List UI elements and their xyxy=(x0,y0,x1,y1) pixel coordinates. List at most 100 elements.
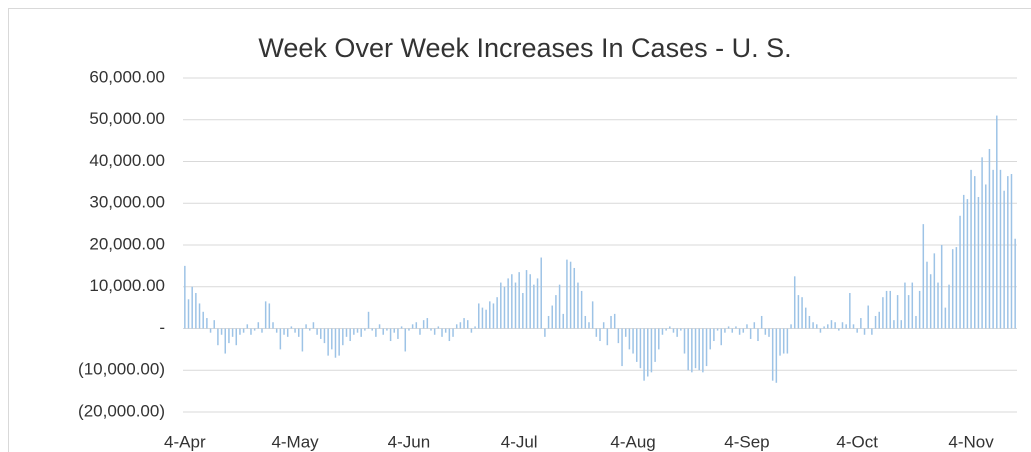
bar xyxy=(522,293,524,329)
bar xyxy=(470,328,473,333)
bar xyxy=(1007,176,1009,329)
bar xyxy=(360,328,362,337)
bar xyxy=(694,328,697,369)
bar xyxy=(580,290,583,329)
bar xyxy=(342,328,344,346)
bar xyxy=(915,315,917,329)
bar xyxy=(459,322,462,329)
bar xyxy=(808,315,811,329)
bar xyxy=(448,328,451,342)
bar xyxy=(283,328,285,335)
bar xyxy=(742,328,745,333)
bar xyxy=(305,324,307,329)
bar xyxy=(937,282,939,329)
bar xyxy=(235,328,238,346)
bar xyxy=(507,278,509,329)
bar xyxy=(242,328,245,333)
bar xyxy=(757,328,759,342)
bar xyxy=(999,169,1002,329)
bar xyxy=(452,328,454,337)
bar xyxy=(852,324,855,329)
bar xyxy=(647,328,649,377)
bar xyxy=(441,328,443,337)
y-tick-label: - xyxy=(159,318,165,337)
y-tick-label: 60,000.00 xyxy=(89,67,165,86)
bar xyxy=(933,253,936,329)
bar xyxy=(698,328,700,371)
bar xyxy=(922,224,925,329)
bar xyxy=(312,322,315,329)
bar xyxy=(610,315,612,329)
bar xyxy=(966,199,969,329)
bar xyxy=(562,313,565,329)
bar xyxy=(334,328,337,358)
bar xyxy=(411,324,414,329)
bar xyxy=(628,328,631,350)
bar xyxy=(547,315,550,329)
bar xyxy=(977,196,980,329)
bar xyxy=(264,301,267,329)
bar xyxy=(503,286,506,329)
bar xyxy=(992,169,994,329)
bar xyxy=(973,176,976,329)
bar xyxy=(680,328,682,331)
y-tick-label: 20,000.00 xyxy=(89,234,165,253)
bar xyxy=(393,328,396,333)
bar xyxy=(331,328,333,350)
bar xyxy=(466,320,469,329)
bar xyxy=(816,324,818,329)
bar xyxy=(309,328,311,331)
bar xyxy=(320,328,322,339)
bar xyxy=(672,328,675,333)
bar xyxy=(713,328,715,342)
bar xyxy=(569,261,572,329)
y-tick-label: 40,000.00 xyxy=(89,151,165,170)
bar xyxy=(272,322,274,329)
bar xyxy=(863,328,866,335)
bar xyxy=(250,328,252,335)
bar xyxy=(632,328,634,354)
bar xyxy=(907,295,910,329)
bar xyxy=(687,328,689,371)
bar xyxy=(529,274,531,329)
bar xyxy=(573,267,576,329)
bar xyxy=(500,282,502,329)
bar xyxy=(635,328,638,362)
bar xyxy=(430,328,432,331)
bar xyxy=(658,328,660,350)
bar xyxy=(749,328,752,339)
bar xyxy=(860,318,862,329)
bar xyxy=(371,328,373,331)
bar xyxy=(419,328,421,335)
bar xyxy=(511,274,513,329)
bar xyxy=(408,328,410,331)
bar xyxy=(669,326,671,329)
bar xyxy=(404,328,407,352)
chart-title: Week Over Week Increases In Cases - U. S… xyxy=(258,33,791,63)
bar xyxy=(544,328,546,337)
bar xyxy=(731,328,734,333)
bar xyxy=(206,318,208,329)
bar xyxy=(1010,174,1013,329)
bar xyxy=(613,313,616,329)
bar xyxy=(819,328,822,333)
bar xyxy=(386,328,388,331)
bar xyxy=(279,328,282,350)
bar xyxy=(771,328,774,381)
bar xyxy=(702,328,704,373)
bar xyxy=(555,295,557,329)
bar xyxy=(415,322,418,329)
bar xyxy=(812,322,814,329)
y-tick-label: (20,000.00) xyxy=(78,401,165,420)
bar xyxy=(496,297,498,329)
bar xyxy=(437,326,440,329)
bar xyxy=(882,297,884,329)
bar xyxy=(261,328,263,333)
bar xyxy=(724,328,726,333)
bar xyxy=(849,293,851,329)
bar xyxy=(705,328,708,367)
bar xyxy=(518,272,520,329)
bar xyxy=(246,324,249,329)
bar xyxy=(738,328,741,335)
bar xyxy=(345,328,348,337)
